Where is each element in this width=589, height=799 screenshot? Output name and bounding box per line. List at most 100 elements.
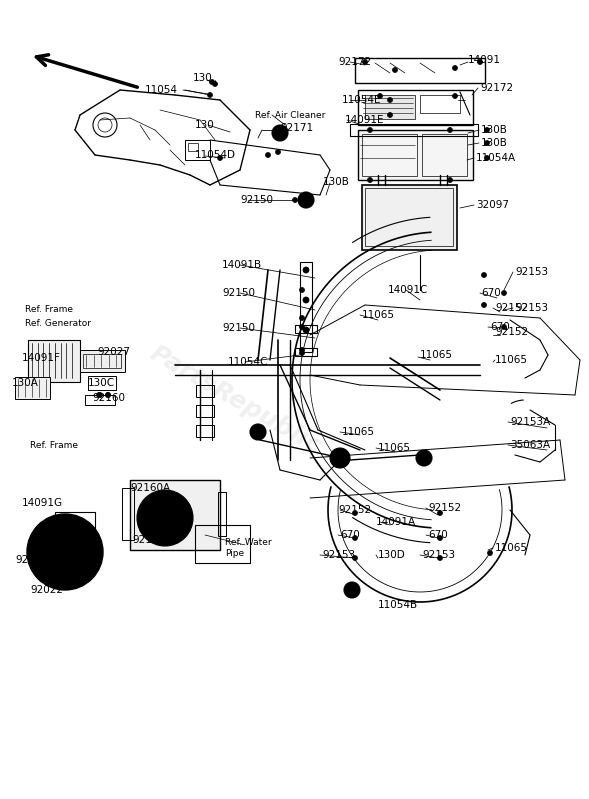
Text: 92027: 92027 xyxy=(97,347,130,357)
Circle shape xyxy=(299,348,305,352)
Circle shape xyxy=(105,392,111,397)
Text: 92152: 92152 xyxy=(495,327,528,337)
Text: 11065: 11065 xyxy=(420,350,453,360)
Bar xyxy=(88,376,116,390)
Bar xyxy=(130,480,220,550)
Text: 92171: 92171 xyxy=(280,123,313,133)
Circle shape xyxy=(352,555,358,561)
Circle shape xyxy=(39,559,45,565)
Text: 92160A: 92160A xyxy=(132,535,172,545)
Text: 130: 130 xyxy=(195,120,215,130)
Text: 11054E: 11054E xyxy=(342,95,382,105)
Text: 130: 130 xyxy=(193,73,213,83)
Circle shape xyxy=(105,392,111,397)
Bar xyxy=(362,185,457,250)
Circle shape xyxy=(378,93,382,98)
Circle shape xyxy=(299,324,305,329)
Bar xyxy=(365,188,453,246)
Circle shape xyxy=(362,59,368,65)
Bar xyxy=(362,134,417,176)
Text: 92153: 92153 xyxy=(515,303,548,313)
Circle shape xyxy=(298,192,314,208)
Text: PartsRepublic: PartsRepublic xyxy=(146,340,325,459)
Text: Ref. Water
Pipe: Ref. Water Pipe xyxy=(225,539,272,558)
Circle shape xyxy=(488,551,492,555)
Circle shape xyxy=(452,93,458,98)
Text: 92160: 92160 xyxy=(92,393,125,403)
Text: A: A xyxy=(303,196,309,205)
Bar xyxy=(28,340,80,382)
Circle shape xyxy=(452,66,458,70)
Circle shape xyxy=(27,514,103,590)
Text: 92152: 92152 xyxy=(338,505,371,515)
Text: 92150: 92150 xyxy=(222,323,255,333)
Circle shape xyxy=(501,291,507,296)
Circle shape xyxy=(485,156,489,161)
Bar xyxy=(365,95,415,119)
Text: 11065: 11065 xyxy=(495,355,528,365)
Text: 14091B: 14091B xyxy=(222,260,262,270)
Bar xyxy=(358,130,473,180)
Circle shape xyxy=(213,81,217,86)
Circle shape xyxy=(352,511,358,515)
Text: 11065: 11065 xyxy=(495,543,528,553)
Bar xyxy=(358,90,473,125)
Text: 14091G: 14091G xyxy=(22,498,63,508)
Circle shape xyxy=(299,316,305,320)
Text: 92152: 92152 xyxy=(495,303,528,313)
Bar xyxy=(195,525,250,563)
Text: 11065: 11065 xyxy=(342,427,375,437)
Text: 92153: 92153 xyxy=(422,550,455,560)
Circle shape xyxy=(392,67,398,73)
Circle shape xyxy=(97,392,101,397)
Circle shape xyxy=(388,113,392,117)
Circle shape xyxy=(266,153,270,157)
Circle shape xyxy=(448,128,452,133)
Circle shape xyxy=(485,128,489,133)
Circle shape xyxy=(438,511,442,515)
Text: 130B: 130B xyxy=(481,138,508,148)
Circle shape xyxy=(38,561,42,566)
Text: 670: 670 xyxy=(340,530,360,540)
Circle shape xyxy=(303,327,309,333)
Text: 670: 670 xyxy=(481,288,501,298)
Text: 14091C: 14091C xyxy=(388,285,428,295)
Text: 11054A: 11054A xyxy=(476,153,516,163)
Text: Ref. Frame: Ref. Frame xyxy=(30,440,78,450)
Text: 130A: 130A xyxy=(12,378,39,388)
Circle shape xyxy=(293,197,297,202)
Text: 35063A: 35063A xyxy=(510,440,550,450)
Circle shape xyxy=(416,450,432,466)
Circle shape xyxy=(448,177,452,182)
Text: 92022: 92022 xyxy=(30,585,63,595)
Text: Ref. Generator: Ref. Generator xyxy=(25,319,91,328)
Circle shape xyxy=(481,272,487,277)
Text: 92153A: 92153A xyxy=(510,417,550,427)
Text: 14091F: 14091F xyxy=(22,353,61,363)
Text: 92153: 92153 xyxy=(322,550,355,560)
Bar xyxy=(300,262,312,352)
Circle shape xyxy=(303,267,309,273)
Bar xyxy=(55,512,95,532)
Text: 32097: 32097 xyxy=(476,200,509,210)
Circle shape xyxy=(283,128,287,133)
Text: 14091E: 14091E xyxy=(345,115,385,125)
Text: Ref. Frame: Ref. Frame xyxy=(25,305,73,315)
Circle shape xyxy=(330,448,350,468)
Text: 11054D: 11054D xyxy=(195,150,236,160)
Text: 130D: 130D xyxy=(378,550,406,560)
Bar xyxy=(83,354,121,368)
Circle shape xyxy=(210,79,214,85)
Circle shape xyxy=(272,125,288,141)
Circle shape xyxy=(98,392,102,397)
Text: 670: 670 xyxy=(490,322,509,332)
Bar xyxy=(196,385,214,397)
Text: 130B: 130B xyxy=(323,177,350,187)
Text: 670: 670 xyxy=(428,530,448,540)
Text: 92150: 92150 xyxy=(222,288,255,298)
Text: 130B: 130B xyxy=(481,125,508,135)
Bar xyxy=(85,395,115,405)
Circle shape xyxy=(478,59,482,65)
Circle shape xyxy=(276,149,280,154)
Bar xyxy=(122,488,134,540)
